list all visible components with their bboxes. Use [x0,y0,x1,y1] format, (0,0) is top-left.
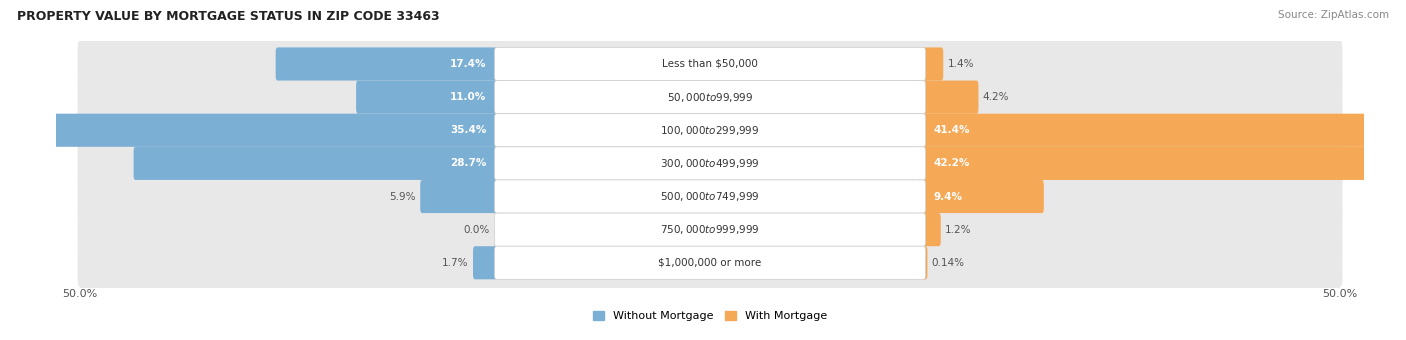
Text: $300,000 to $499,999: $300,000 to $499,999 [661,157,759,170]
FancyBboxPatch shape [495,213,925,246]
FancyBboxPatch shape [495,246,925,279]
Text: $50,000 to $99,999: $50,000 to $99,999 [666,91,754,104]
FancyBboxPatch shape [356,81,498,114]
Text: 9.4%: 9.4% [934,191,963,202]
Text: 41.4%: 41.4% [934,125,970,135]
FancyBboxPatch shape [495,180,925,213]
FancyBboxPatch shape [922,114,1406,147]
FancyBboxPatch shape [472,246,498,279]
FancyBboxPatch shape [77,138,1343,189]
Text: 1.2%: 1.2% [945,225,972,235]
Text: 5.9%: 5.9% [389,191,416,202]
FancyBboxPatch shape [922,246,928,279]
Text: 0.0%: 0.0% [464,225,491,235]
FancyBboxPatch shape [77,39,1343,89]
FancyBboxPatch shape [495,147,925,180]
Text: 1.4%: 1.4% [948,59,974,69]
Text: 11.0%: 11.0% [450,92,486,102]
Text: $100,000 to $299,999: $100,000 to $299,999 [661,124,759,137]
FancyBboxPatch shape [922,180,1043,213]
FancyBboxPatch shape [922,81,979,114]
FancyBboxPatch shape [922,147,1406,180]
Text: 4.2%: 4.2% [983,92,1010,102]
Text: 50.0%: 50.0% [62,289,98,299]
Text: $1,000,000 or more: $1,000,000 or more [658,258,762,268]
FancyBboxPatch shape [495,47,925,81]
Text: 17.4%: 17.4% [450,59,486,69]
FancyBboxPatch shape [77,238,1343,288]
FancyBboxPatch shape [495,81,925,114]
FancyBboxPatch shape [77,171,1343,222]
Text: Less than $50,000: Less than $50,000 [662,59,758,69]
FancyBboxPatch shape [922,47,943,81]
Legend: Without Mortgage, With Mortgage: Without Mortgage, With Mortgage [589,308,831,325]
FancyBboxPatch shape [77,72,1343,122]
Text: 35.4%: 35.4% [450,125,486,135]
FancyBboxPatch shape [420,180,498,213]
Text: 50.0%: 50.0% [1322,289,1358,299]
Text: $750,000 to $999,999: $750,000 to $999,999 [661,223,759,236]
FancyBboxPatch shape [922,213,941,246]
Text: 1.7%: 1.7% [441,258,468,268]
FancyBboxPatch shape [276,47,498,81]
FancyBboxPatch shape [495,114,925,147]
Text: $500,000 to $749,999: $500,000 to $749,999 [661,190,759,203]
FancyBboxPatch shape [49,114,498,147]
FancyBboxPatch shape [77,204,1343,255]
Text: 28.7%: 28.7% [450,158,486,168]
FancyBboxPatch shape [134,147,498,180]
Text: 0.14%: 0.14% [932,258,965,268]
Text: PROPERTY VALUE BY MORTGAGE STATUS IN ZIP CODE 33463: PROPERTY VALUE BY MORTGAGE STATUS IN ZIP… [17,10,440,23]
Text: 42.2%: 42.2% [934,158,970,168]
FancyBboxPatch shape [77,105,1343,155]
Text: Source: ZipAtlas.com: Source: ZipAtlas.com [1278,10,1389,20]
